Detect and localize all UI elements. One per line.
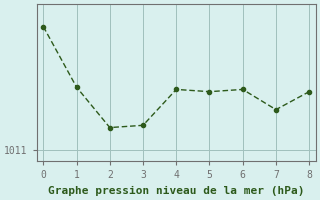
X-axis label: Graphe pression niveau de la mer (hPa): Graphe pression niveau de la mer (hPa) xyxy=(48,186,305,196)
